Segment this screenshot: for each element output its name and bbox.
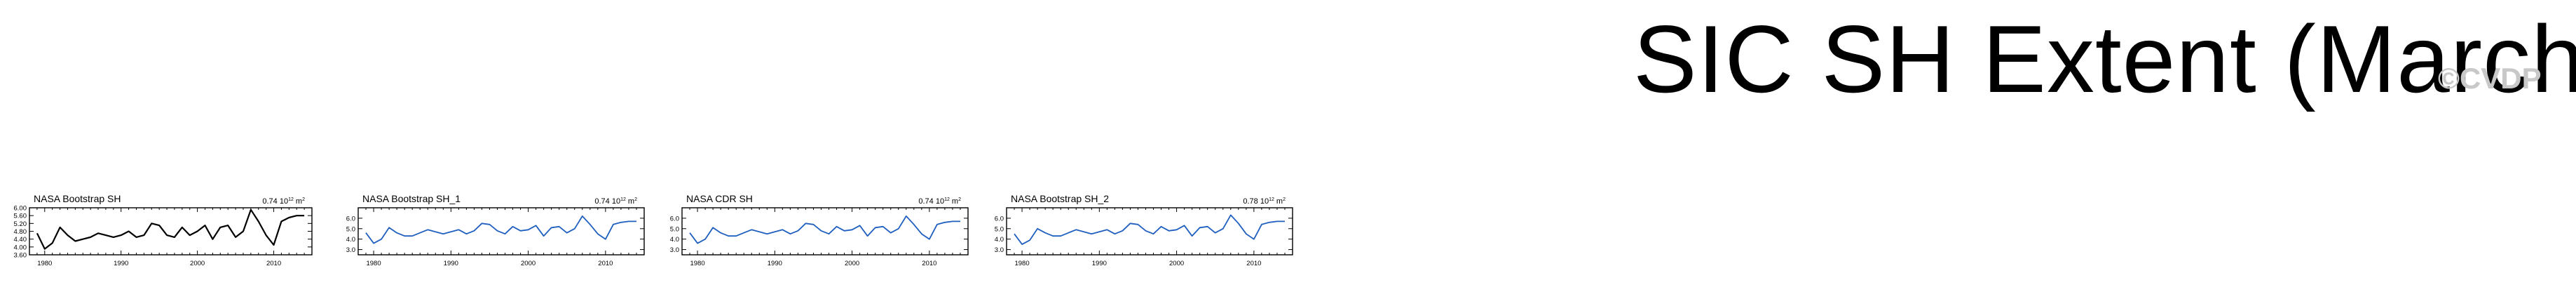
scale-label: 0.74 1012 m2 [262,197,305,206]
plot-frame [1006,207,1293,255]
x-tick-label: 2000 [190,260,205,267]
y-tick-label: 6.0 [346,215,355,223]
y-tick-label: 6.0 [995,215,1004,223]
scale-label: 0.74 1012 m2 [918,197,961,206]
y-tick-label: 4.40 [14,236,27,244]
plot-frame [29,207,313,255]
x-tick-label: 2010 [922,260,936,267]
x-tick-label: 2010 [598,260,613,267]
y-tick-label: 3.0 [670,246,679,254]
x-tick-label: 1990 [768,260,782,267]
x-tick-label: 2010 [1246,260,1261,267]
scale-label: 0.74 1012 m2 [594,197,637,206]
y-tick-label: 6.00 [14,205,27,213]
x-tick-label: 1980 [37,260,52,267]
y-tick-label: 4.0 [670,236,679,244]
page-title: SIC SH Extent (March) [1633,6,2576,112]
x-tick-label: 2010 [266,260,281,267]
y-tick-label: 4.0 [346,236,355,244]
y-tick-label: 3.0 [995,246,1004,254]
y-tick-label: 6.0 [670,215,679,223]
x-tick-label: 1980 [1014,260,1029,267]
series-line [36,208,305,250]
x-tick-label: 2000 [845,260,859,267]
series-line [1014,214,1285,246]
series-line [689,215,960,244]
y-tick-label: 3.60 [14,252,27,260]
x-tick-label: 1990 [444,260,458,267]
y-tick-label: 3.0 [346,246,355,254]
y-tick-label: 4.00 [14,244,27,251]
scale-label: 0.78 1012 m2 [1243,197,1286,206]
watermark-logo: ©CVDP [2438,62,2542,95]
x-tick-label: 1980 [366,260,381,267]
plot-frame [357,207,645,255]
panel-title: NASA Bootstrap SH [34,193,121,204]
y-tick-label: 5.20 [14,220,27,228]
panel-title: NASA Bootstrap SH_2 [1011,193,1109,204]
chart-panel-2: NASA Bootstrap SH_1 0.74 1012 m2 1980 1990 2… [346,193,645,267]
panel-title: NASA CDR SH [686,193,753,204]
y-tick-label: 5.60 [14,213,27,220]
x-tick-label: 1990 [1092,260,1107,267]
y-tick-label: 4.80 [14,228,27,236]
plot-frame [681,207,969,255]
chart-panel-4: NASA Bootstrap SH_2 0.78 1012 m2 1980 1990 2… [995,193,1293,267]
panel-title: NASA Bootstrap SH_1 [362,193,461,204]
y-tick-label: 4.0 [995,236,1004,244]
x-tick-label: 2000 [1169,260,1184,267]
chart-panel-1: NASA Bootstrap SH 0.74 1012 m2 1980 1990 200… [14,193,313,267]
x-tick-label: 2000 [521,260,536,267]
x-tick-label: 1980 [690,260,704,267]
y-tick-label: 5.0 [346,225,355,233]
y-tick-label: 5.0 [995,225,1004,233]
y-tick-label: 5.0 [670,225,679,233]
x-tick-label: 1990 [114,260,128,267]
chart-panel-3: NASA CDR SH 0.74 1012 m2 1980 1990 2000 2010 6… [670,193,969,267]
series-line [365,215,636,244]
